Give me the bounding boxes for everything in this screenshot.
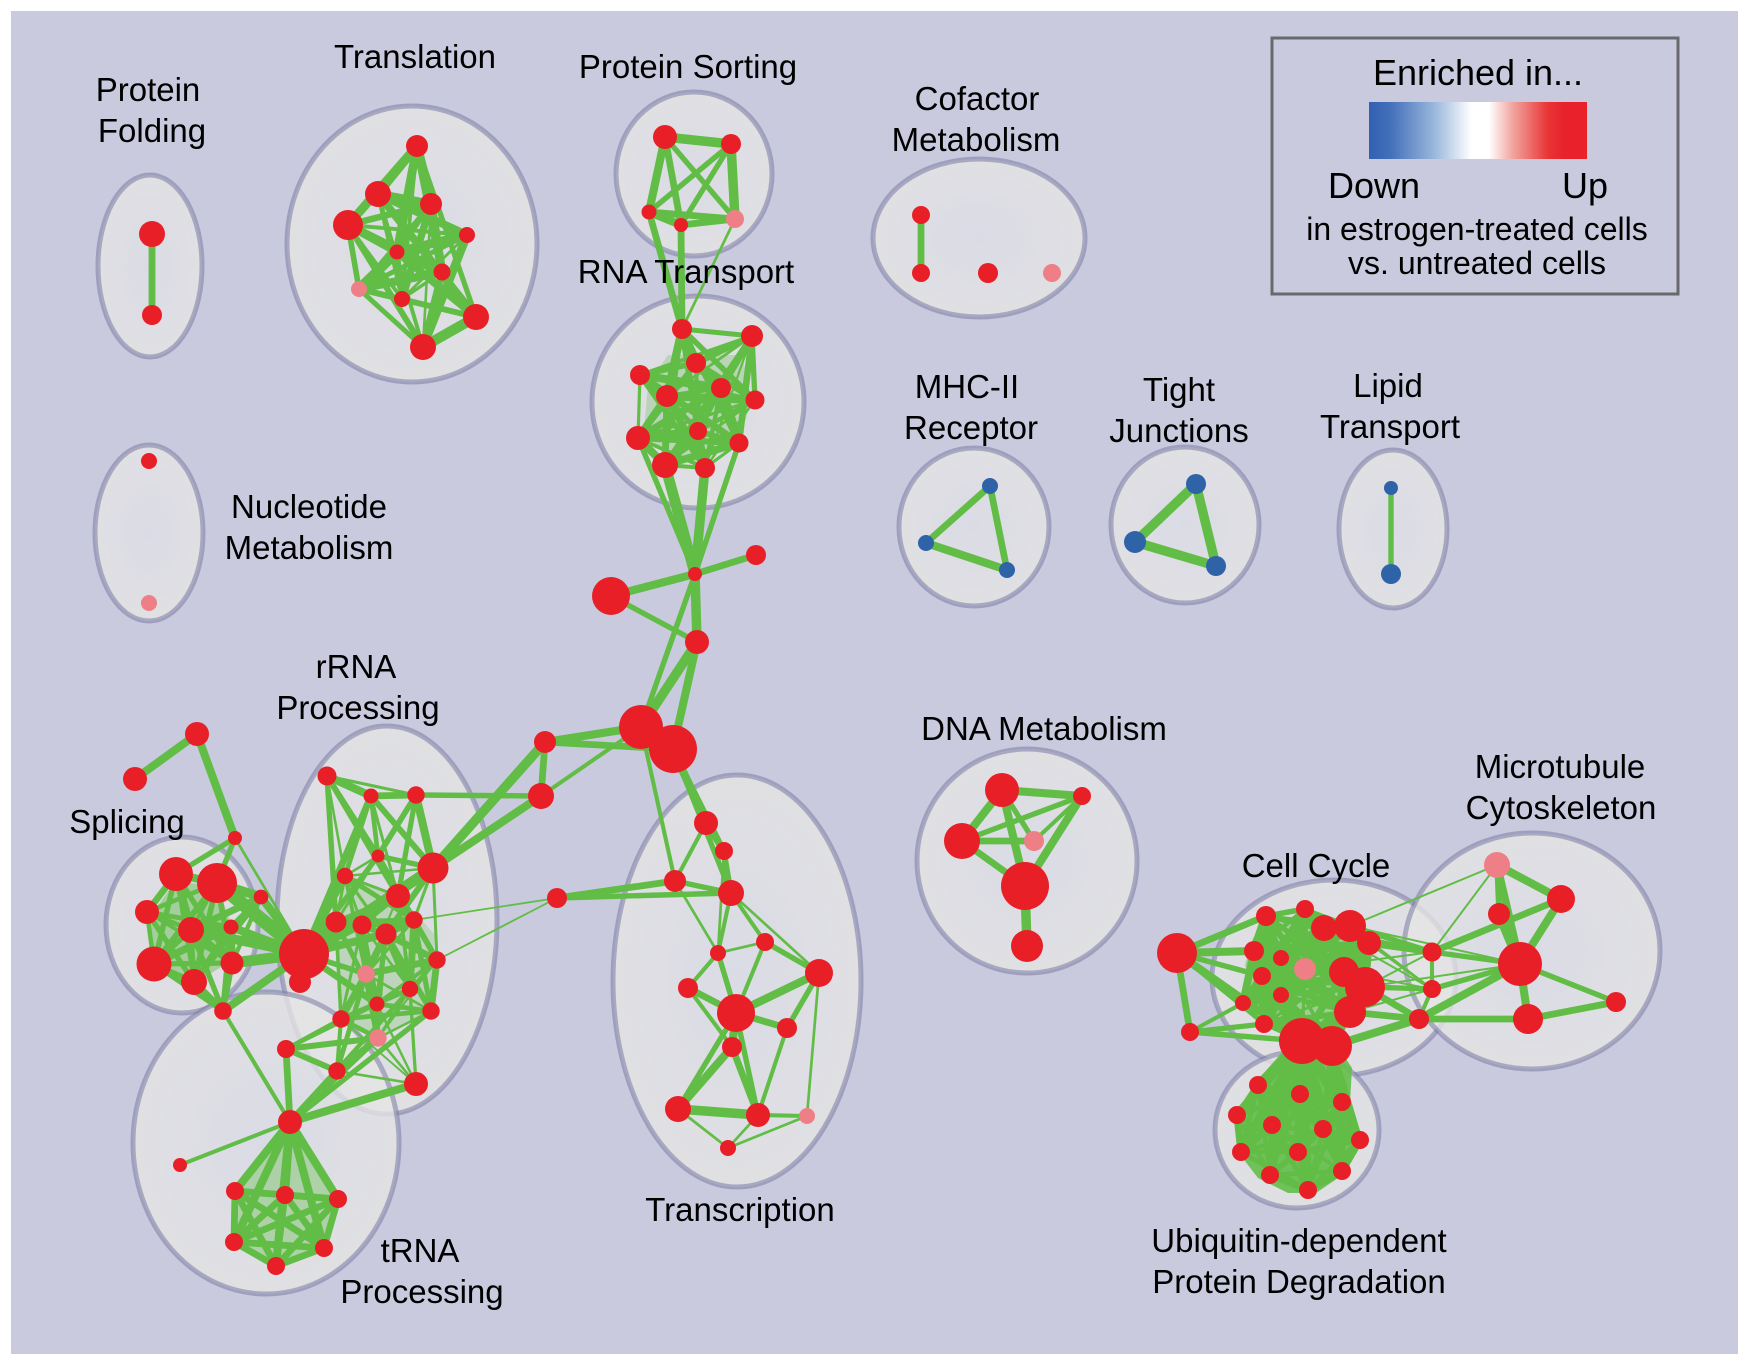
- svg-text:Lipid: Lipid: [1353, 367, 1423, 404]
- svg-text:Up: Up: [1562, 165, 1608, 206]
- svg-text:Metabolism: Metabolism: [225, 529, 394, 566]
- svg-text:Microtubule: Microtubule: [1475, 748, 1646, 785]
- svg-text:Metabolism: Metabolism: [892, 121, 1061, 158]
- svg-text:tRNA: tRNA: [381, 1232, 460, 1269]
- svg-text:Cytoskeleton: Cytoskeleton: [1466, 789, 1657, 826]
- svg-text:DNA Metabolism: DNA Metabolism: [921, 710, 1167, 747]
- svg-text:Processing: Processing: [340, 1273, 503, 1310]
- svg-text:Tight: Tight: [1143, 371, 1215, 408]
- svg-text:Translation: Translation: [334, 38, 496, 75]
- svg-text:Junctions: Junctions: [1109, 412, 1248, 449]
- svg-text:Transport: Transport: [1320, 408, 1460, 445]
- svg-text:Transcription: Transcription: [645, 1191, 835, 1228]
- svg-text:Protein Sorting: Protein Sorting: [579, 48, 797, 85]
- svg-text:Protein Degradation: Protein Degradation: [1152, 1263, 1446, 1300]
- svg-text:Nucleotide: Nucleotide: [231, 488, 387, 525]
- svg-text:Down: Down: [1328, 165, 1420, 206]
- svg-text:Splicing: Splicing: [69, 803, 185, 840]
- svg-text:Cofactor: Cofactor: [915, 80, 1040, 117]
- svg-text:RNA Transport: RNA Transport: [578, 253, 794, 290]
- svg-text:rRNA: rRNA: [316, 648, 397, 685]
- svg-text:Cell Cycle: Cell Cycle: [1242, 847, 1391, 884]
- svg-text:MHC-II: MHC-II: [915, 368, 1019, 405]
- svg-text:Enriched in...: Enriched in...: [1373, 52, 1583, 93]
- svg-text:vs. untreated cells: vs. untreated cells: [1348, 245, 1606, 281]
- svg-text:Receptor: Receptor: [904, 409, 1038, 446]
- svg-text:Processing: Processing: [276, 689, 439, 726]
- svg-text:in estrogen-treated cells: in estrogen-treated cells: [1306, 211, 1648, 247]
- svg-text:Ubiquitin-dependent: Ubiquitin-dependent: [1151, 1222, 1446, 1259]
- svg-text:Protein: Protein: [96, 71, 201, 108]
- svg-text:Folding: Folding: [98, 112, 206, 149]
